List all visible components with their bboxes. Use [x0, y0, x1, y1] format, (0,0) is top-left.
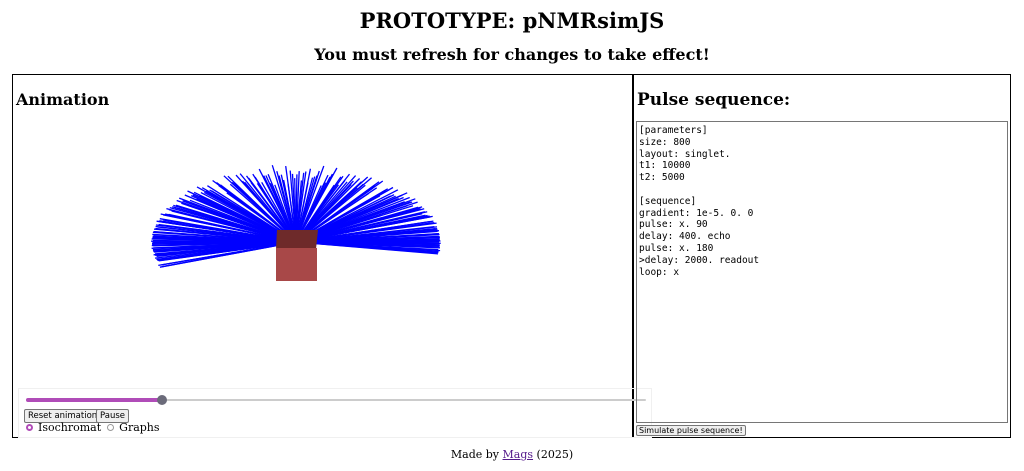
- page-title: PROTOTYPE: pNMRsimJS: [359, 8, 665, 33]
- isochromat-vector: [158, 241, 297, 267]
- footer-prefix: Made by: [450, 448, 500, 461]
- cube-front-face: [276, 248, 317, 281]
- graphs-radio-label[interactable]: Graphs: [119, 420, 160, 434]
- isochromat-vector: [295, 165, 325, 243]
- isochromat-vector: [179, 207, 297, 243]
- cube-top-face: [276, 230, 318, 249]
- footer: Made by Mags (2025): [0, 448, 1024, 461]
- reset-animation-button[interactable]: Reset animation!: [24, 409, 105, 423]
- timeline-thumb[interactable]: [157, 395, 168, 405]
- timeline-fill: [26, 398, 163, 402]
- isochromat-vector: [295, 241, 437, 254]
- isochromat-vector: [163, 219, 297, 243]
- author-link[interactable]: Mags: [502, 448, 534, 461]
- footer-suffix: (2025): [536, 448, 574, 461]
- timeline-slider[interactable]: [26, 395, 646, 405]
- timeline-track: [26, 399, 646, 401]
- page-subtitle: You must refresh for changes to take eff…: [314, 45, 710, 64]
- isochromat-vector: [295, 167, 338, 243]
- pause-button[interactable]: Pause: [96, 409, 129, 423]
- pulse-sequence-heading: Pulse sequence:: [637, 90, 791, 110]
- animation-heading: Animation: [16, 90, 110, 109]
- animation-controls-panel: [18, 388, 652, 438]
- pulse-sequence-editor[interactable]: [parameters] size: 800 layout: singlet. …: [636, 121, 1008, 423]
- isochromat-vector: [171, 210, 297, 243]
- isochromat-radio[interactable]: [26, 423, 33, 431]
- panel-divider: [632, 74, 634, 438]
- isochromat-radio-label[interactable]: Isochromat: [38, 420, 102, 434]
- graphs-radio[interactable]: [107, 423, 115, 431]
- isochromat-vector: [295, 215, 433, 243]
- view-mode-group: Isochromat Graphs: [26, 420, 166, 434]
- isochromat-vector: [168, 213, 297, 243]
- simulate-button[interactable]: Simulate pulse sequence!: [636, 425, 746, 436]
- isochromat-scene: [151, 165, 441, 281]
- isochromat-vector: [295, 168, 312, 243]
